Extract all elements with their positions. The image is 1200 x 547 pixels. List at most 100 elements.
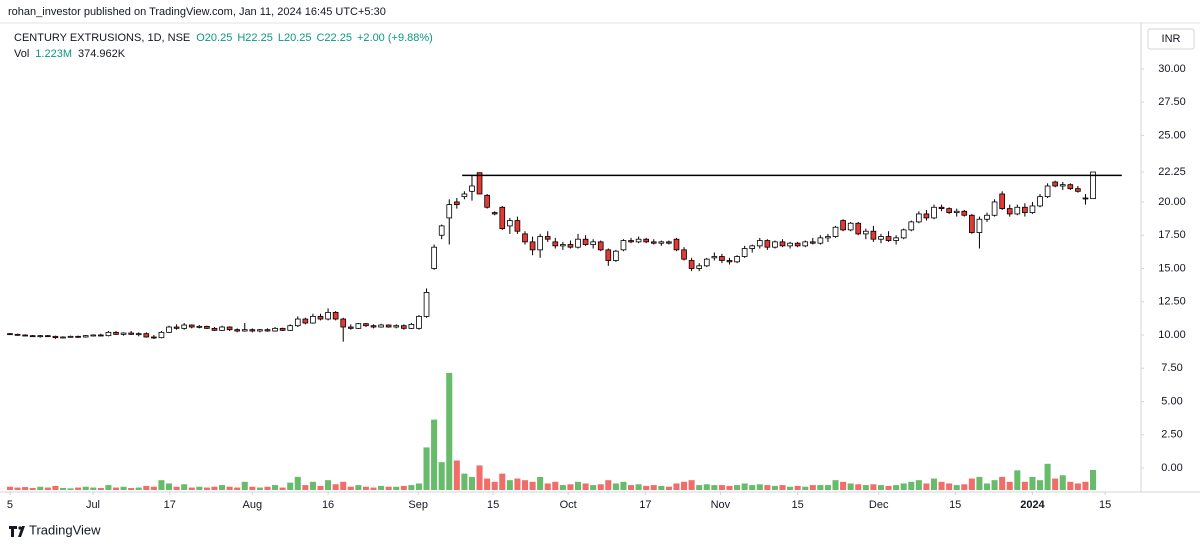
candle-body	[870, 230, 877, 240]
volume-bar	[590, 485, 597, 490]
candle-body	[1029, 205, 1036, 213]
volume-bar	[256, 487, 263, 490]
volume-bar	[552, 481, 559, 490]
y-tick-label: 2.50	[1161, 429, 1182, 441]
volume-bar	[150, 486, 157, 490]
volume-bar	[347, 486, 354, 490]
volume-bar	[817, 485, 824, 490]
candle-body	[1059, 184, 1066, 187]
candle-body	[893, 237, 899, 241]
volume-bar	[1036, 480, 1044, 490]
candle-body	[688, 260, 695, 269]
candles	[7, 171, 1096, 342]
volume-bar	[128, 488, 135, 490]
volume-bar	[272, 485, 279, 490]
volume-bar	[628, 485, 635, 490]
candle-body	[423, 292, 430, 317]
candle-body	[741, 248, 748, 257]
volume-bar	[1029, 476, 1036, 490]
candle-body	[446, 204, 453, 219]
volume-bar	[340, 481, 347, 490]
candle-body	[37, 335, 44, 338]
candle-body	[613, 250, 619, 261]
candle-body	[135, 333, 142, 336]
y-tick-label: 5.00	[1161, 395, 1182, 407]
candle-body	[779, 241, 786, 247]
x-tick-label: 16	[322, 499, 334, 511]
volume-bar	[279, 487, 286, 490]
candle-body	[802, 241, 809, 247]
volume-bar	[840, 481, 847, 490]
candle-body	[840, 220, 846, 231]
volume-bar	[999, 476, 1006, 490]
candle-body	[878, 236, 884, 240]
candle-body	[98, 334, 104, 337]
volume-bar	[226, 486, 233, 490]
candle-body	[340, 318, 347, 328]
candle-body	[158, 331, 165, 339]
candle-body	[1006, 208, 1013, 215]
volume-bar	[188, 487, 195, 490]
volume-bar	[771, 485, 778, 490]
volume-bar	[90, 487, 97, 490]
currency-box[interactable]	[1147, 28, 1195, 50]
volume-bar	[1074, 483, 1081, 490]
candle-body	[325, 311, 331, 320]
x-tick-label: 2024	[1020, 499, 1045, 511]
candle-body	[991, 201, 998, 216]
candle-body	[1090, 171, 1096, 200]
candle-body	[393, 325, 400, 328]
candle-body	[264, 329, 271, 332]
volume-bar	[726, 485, 733, 490]
x-tick-label: 15	[792, 499, 804, 511]
volume-bar	[1006, 481, 1013, 490]
candle-body	[522, 233, 528, 243]
candle-body	[105, 331, 112, 337]
candle-body	[347, 326, 354, 329]
volume-bar	[97, 488, 104, 490]
candle-body	[454, 201, 460, 206]
candle-body	[620, 240, 627, 251]
candle-body	[90, 334, 97, 337]
volume-bar	[893, 485, 900, 490]
volume-bar	[983, 483, 991, 490]
candle-body	[22, 334, 28, 337]
volume-bar	[499, 473, 506, 490]
x-tick-label: Jul	[86, 499, 100, 511]
candle-body	[855, 222, 862, 235]
volume-bar	[976, 476, 983, 490]
volume-bar	[14, 487, 21, 490]
x-tick-label: 17	[639, 499, 651, 511]
volume-bar	[688, 480, 695, 490]
candle-body	[75, 335, 81, 338]
volume-bar	[453, 460, 460, 490]
volume-bar	[6, 486, 13, 490]
low: L20.25	[278, 32, 312, 44]
volume-bar	[219, 485, 226, 490]
volume-bar	[165, 483, 173, 490]
candle-body	[787, 242, 793, 247]
volume-bar	[491, 481, 498, 490]
candle-body	[128, 332, 134, 335]
candle-body	[908, 221, 915, 231]
candle-body	[544, 236, 551, 240]
candle-body	[1067, 184, 1074, 190]
candle-body	[643, 238, 650, 243]
candle-body	[635, 238, 642, 243]
volume-bar	[393, 486, 400, 490]
candle-body	[7, 333, 13, 336]
volume-bar	[779, 485, 786, 490]
candle-body	[847, 222, 854, 231]
candle-body	[734, 256, 740, 263]
candle-body	[82, 335, 89, 338]
volume-bars	[6, 372, 1097, 490]
volume-bar	[1014, 470, 1021, 490]
volume-bar	[673, 483, 680, 490]
currency[interactable]: INR	[1162, 33, 1181, 45]
y-tick-label: 17.50	[1158, 229, 1186, 241]
candle-body	[885, 236, 892, 241]
y-tick-label: 20.00	[1158, 196, 1186, 208]
y-tick-label: 15.00	[1158, 262, 1186, 274]
candle-body	[143, 333, 150, 338]
